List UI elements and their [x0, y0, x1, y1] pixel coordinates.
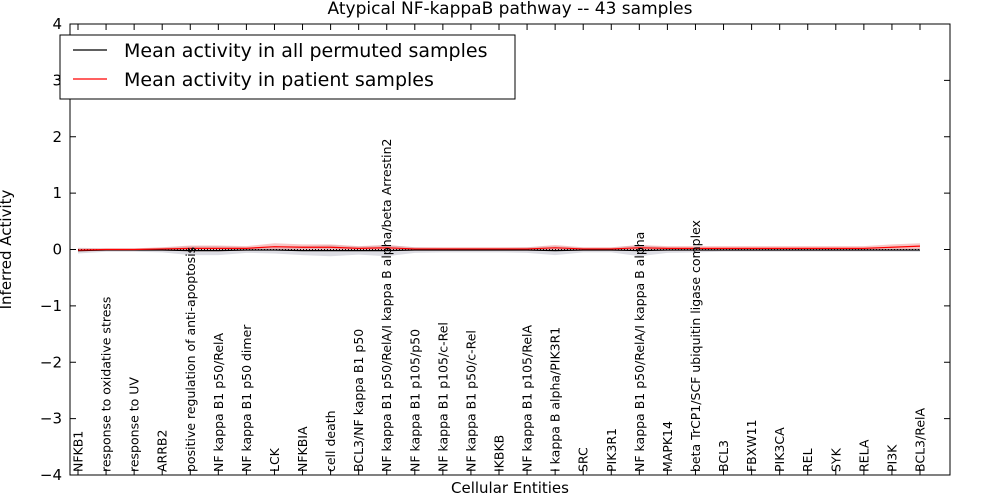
- x-axis-title: Cellular Entities: [451, 479, 569, 497]
- category-label: response to UV: [127, 377, 142, 472]
- chart-title: Atypical NF-kappaB pathway -- 43 samples: [328, 0, 693, 19]
- legend-label-patient: Mean activity in patient samples: [124, 69, 434, 91]
- category-label: cell death: [323, 410, 338, 472]
- y-tick-label: 2: [52, 128, 62, 146]
- category-label: NFKBIA: [295, 426, 310, 472]
- legend-label-permuted: Mean activity in all permuted samples: [124, 40, 487, 62]
- category-labels: NFKB1 response to oxidative stress respons…: [71, 139, 928, 473]
- category-label: PIK3CA: [772, 427, 787, 472]
- category-label: NF kappa B1 p50/RelA/I kappa B alpha/bet…: [379, 139, 394, 473]
- category-label: SRC: [576, 447, 591, 472]
- y-tick-label: 3: [52, 71, 62, 89]
- category-label: RELA: [856, 439, 871, 472]
- category-label: ARRB2: [155, 430, 170, 472]
- category-label: BCL3/RelA: [913, 408, 928, 472]
- category-label: IKBKB: [492, 435, 507, 472]
- y-tick-label: 0: [52, 241, 62, 259]
- category-label: MAPK14: [660, 421, 675, 472]
- category-label: REL: [800, 448, 815, 472]
- category-label: NF kappa B1 p105/p50: [407, 329, 422, 472]
- category-label: beta TrCP1/SCF ubiquitin ligase complex: [688, 220, 703, 472]
- category-label: NF kappa B1 p50/c-Rel: [463, 330, 478, 472]
- category-label: BCL3: [716, 440, 731, 472]
- series-lines: [77, 245, 921, 252]
- category-label: SYK: [828, 447, 843, 472]
- y-tick-label: −2: [40, 353, 62, 371]
- x-axis-ticks: [77, 24, 921, 475]
- category-label: NF kappa B1 p50/RelA: [211, 332, 226, 472]
- category-label: PI3K: [884, 444, 899, 472]
- category-label: BCL3/NF kappa B1 p50: [351, 329, 366, 472]
- category-label: NFKB1: [71, 431, 86, 472]
- category-label: positive regulation of anti-apoptosis: [183, 247, 198, 472]
- category-label: response to oxidative stress: [99, 297, 114, 472]
- category-label: FBXW11: [744, 419, 759, 472]
- y-tick-label: 4: [52, 15, 62, 33]
- category-label: NF kappa B1 p50/RelA/I kappa B alpha: [632, 232, 647, 472]
- legend-box: [59, 34, 516, 100]
- y-tick-label: −1: [40, 297, 62, 315]
- category-label: LCK: [267, 447, 282, 472]
- y-tick-label: −4: [40, 466, 62, 484]
- y-tick-label: −3: [40, 410, 62, 428]
- category-label: I kappa B alpha/PIK3R1: [548, 327, 563, 472]
- series-line-permuted: [77, 249, 920, 252]
- series-line-patient: [77, 245, 921, 251]
- y-axis-ticks: −4 −3 −2 −1 0 1 2 3 4: [40, 15, 950, 484]
- category-label: NF kappa B1 p50 dimer: [239, 324, 254, 472]
- legend: Mean activity in all permuted samples Me…: [59, 34, 516, 100]
- y-axis-title: Inferred Activity: [0, 189, 15, 309]
- y-tick-label: 1: [52, 184, 62, 202]
- category-label: PIK3R1: [604, 428, 619, 472]
- category-label: NF kappa B1 p105/c-Rel: [435, 322, 450, 472]
- category-label: NF kappa B1 p105/RelA: [520, 325, 535, 472]
